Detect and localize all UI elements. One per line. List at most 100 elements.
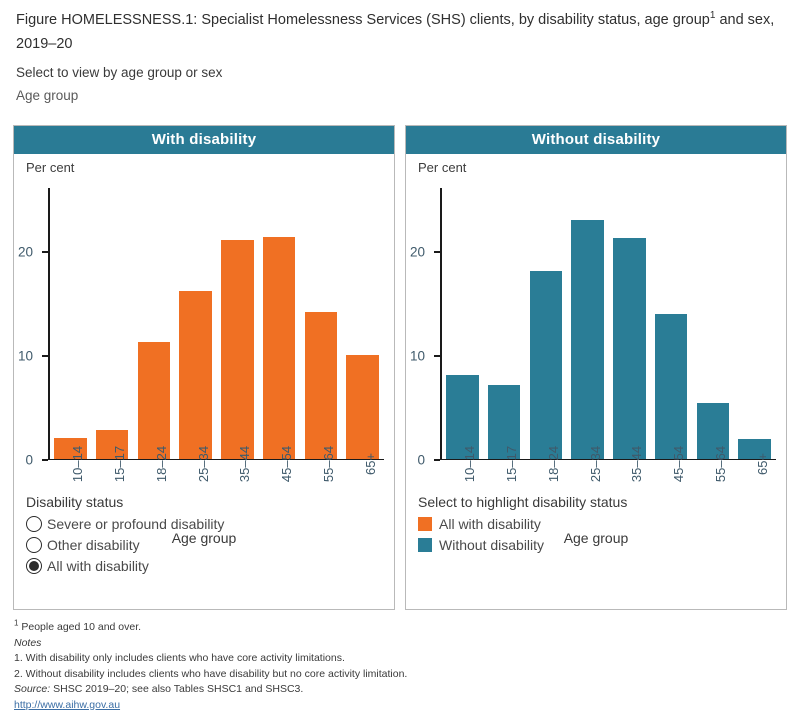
x-tick-label: 15–17: [112, 445, 128, 483]
source-label: Source:: [14, 683, 51, 695]
radio-option-2[interactable]: All with disability: [26, 555, 384, 576]
bar[interactable]: [696, 403, 730, 459]
bar-slot: [692, 189, 734, 459]
bar[interactable]: [446, 375, 479, 459]
x-tick-label: 15–17: [504, 445, 520, 483]
bar-slot: [342, 189, 384, 459]
source-text: SHSC 2019–20; see also Tables SHSC1 and …: [50, 683, 304, 695]
bar-slot: [258, 189, 300, 459]
bar-slot: [734, 189, 776, 459]
disability-status-control: Disability status Severe or profound dis…: [26, 494, 384, 576]
radio-option-label: Severe or profound disability: [47, 515, 225, 532]
bar-slot: [133, 189, 175, 459]
radio-dot: [29, 560, 39, 571]
aihw-link[interactable]: http://www.aihw.gov.au: [14, 698, 121, 711]
x-tick-label: 55–64: [320, 445, 336, 483]
footnote-marker: 1: [14, 618, 19, 628]
bar-slot: [442, 189, 484, 459]
select-view-hint: Select to view by age group or sex: [16, 65, 223, 80]
bar-slot: [650, 189, 692, 459]
y-tick-label: 20: [409, 244, 425, 260]
bar[interactable]: [487, 384, 521, 459]
bar[interactable]: [304, 312, 338, 459]
x-tick-label: 45–54: [671, 445, 687, 483]
bar[interactable]: [95, 430, 129, 459]
x-axis-left: [48, 458, 384, 460]
y-tick: 20: [410, 245, 440, 260]
bar-slot: [525, 189, 567, 459]
bar-slot: [483, 189, 525, 459]
x-tick-label: 65+: [362, 452, 378, 476]
notes-heading: Notes: [14, 636, 784, 652]
x-tick-label: 45–54: [279, 445, 295, 483]
legend-item-label: Without disability: [439, 536, 545, 553]
bar[interactable]: [221, 240, 254, 459]
bar[interactable]: [137, 342, 171, 459]
plot-area-left: 0 10 20: [18, 188, 384, 468]
highlight-status-label: Select to highlight disability status: [418, 494, 628, 510]
bar[interactable]: [346, 354, 379, 459]
disability-status-radio-group: Severe or profound disability Other disab…: [26, 513, 384, 576]
y-tick: 0: [417, 453, 440, 468]
x-tick-label: 18–24: [545, 445, 561, 483]
radio-selected-icon[interactable]: [26, 557, 42, 574]
bar[interactable]: [179, 291, 212, 459]
figure-title-tail: and sex, 2019–20: [16, 12, 775, 52]
x-axis-title-left: Age group: [171, 530, 237, 546]
panel-title-without-disability: Without disability: [406, 126, 786, 154]
bar[interactable]: [262, 237, 296, 459]
legend-item-0[interactable]: All with disability: [418, 513, 776, 534]
x-tick-label: 65+: [754, 452, 770, 476]
bar[interactable]: [654, 314, 688, 459]
y-tick-label: 10: [17, 348, 33, 364]
panel-with-disability: With disability Per cent 0 10 20 10–14 15–1…: [13, 125, 395, 610]
disability-status-label: Disability status: [26, 494, 124, 510]
plot-area-right: 0 10 20: [410, 188, 776, 468]
radio-option-1[interactable]: Other disability: [26, 534, 384, 555]
y-tick-label: 20: [17, 244, 33, 260]
panel-title-with-disability: With disability: [14, 126, 394, 154]
bar-slot: [175, 189, 217, 459]
y-tick-label: 10: [409, 348, 425, 364]
bar-slot: [609, 189, 651, 459]
x-axis-title-right: Age group: [563, 530, 629, 546]
y-tick: 20: [18, 245, 48, 260]
y-tick: 0: [25, 453, 48, 468]
x-tick-label: 10–14: [70, 445, 86, 483]
y-axis-right: [440, 188, 442, 460]
bar[interactable]: [571, 219, 604, 459]
select-view-current-value[interactable]: Age group: [16, 88, 79, 103]
y-tick-label: 0: [25, 452, 33, 468]
notes-heading-text: Notes: [14, 636, 42, 649]
bar-slot: [217, 189, 259, 459]
bar-slot: [50, 189, 92, 459]
y-axis-left: [48, 188, 50, 460]
footnotes: 1 People aged 10 and over. Notes 1. With…: [14, 618, 784, 713]
x-tick-label: 55–64: [712, 445, 728, 483]
x-tick-label: 10–14: [462, 445, 478, 483]
legend-swatch: [418, 516, 432, 531]
radio-option-0[interactable]: Severe or profound disability: [26, 513, 384, 534]
bar-series-right: [442, 189, 776, 459]
highlight-disability-status-control: Select to highlight disability status Al…: [418, 494, 776, 555]
x-tick-label: 35–44: [237, 445, 253, 483]
bar[interactable]: [54, 437, 87, 459]
bar-slot: [567, 189, 609, 459]
legend-item-1[interactable]: Without disability: [418, 534, 776, 555]
note-line-2: 2. Without disability includes clients w…: [14, 667, 408, 680]
figure-title: Figure HOMELESSNESS.1: Specialist Homele…: [16, 8, 784, 56]
radio-option-label: Other disability: [47, 536, 140, 553]
note-line-1: 1. With disability only includes clients…: [14, 652, 345, 664]
y-tick-label: 0: [417, 452, 425, 468]
bar[interactable]: [529, 270, 563, 459]
bar[interactable]: [738, 438, 771, 459]
radio-unselected-icon[interactable]: [26, 536, 42, 553]
source-line: Source: SHSC 2019–20; see also Tables SH…: [14, 682, 784, 698]
bar[interactable]: [613, 238, 646, 459]
bar-slot: [91, 189, 133, 459]
legend-swatch: [418, 537, 432, 552]
footnote-1: 1 People aged 10 and over.: [14, 618, 784, 636]
radio-unselected-icon[interactable]: [26, 515, 42, 532]
legend-items: All with disability Without disability: [418, 513, 776, 555]
